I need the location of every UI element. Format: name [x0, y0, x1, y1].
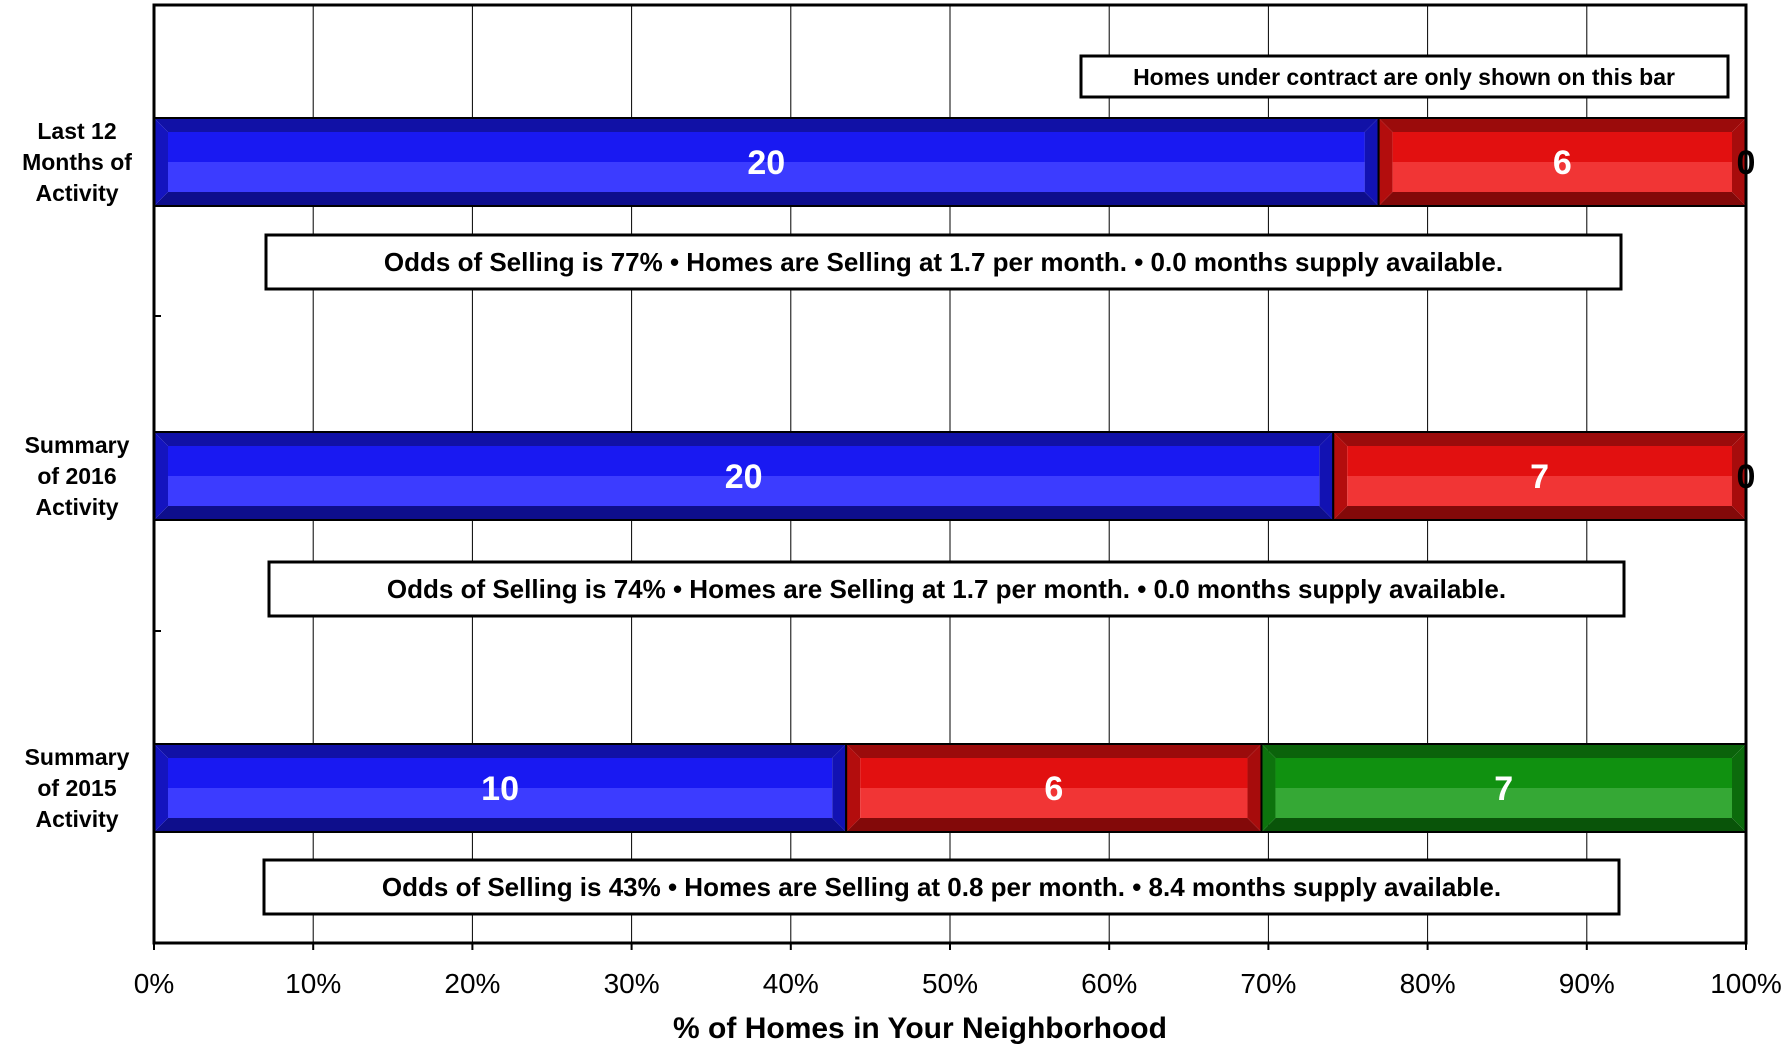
bar-face-bottom — [168, 788, 833, 818]
category-label-line: Last 12 — [37, 118, 116, 144]
bar-bevel-left — [1378, 118, 1393, 206]
bar-bevel-left — [1261, 744, 1276, 832]
annotations: Odds of Selling is 77% • Homes are Selli… — [262, 233, 1626, 916]
bar-segment: 7 — [1260, 743, 1747, 833]
bar-bevel-right — [1732, 744, 1746, 832]
bar-value-label: 10 — [481, 770, 519, 808]
bar-bevel-bottom — [1261, 818, 1746, 832]
x-tick-label: 70% — [1240, 968, 1296, 999]
bar-value-label: 7 — [1530, 458, 1549, 496]
bar-value-label: 20 — [747, 144, 785, 182]
bar-face-bottom — [1347, 476, 1732, 506]
bar-bevel-bottom — [1333, 506, 1746, 520]
annotation-text: Odds of Selling is 43% • Homes are Selli… — [382, 872, 1501, 902]
annotation-box — [267, 560, 1626, 618]
annotation-text: Odds of Selling is 77% • Homes are Selli… — [384, 247, 1503, 277]
odds-annotation: Odds of Selling is 77% • Homes are Selli… — [264, 233, 1623, 291]
bar-face-top — [1392, 132, 1732, 162]
bar-bevel-left — [154, 432, 168, 520]
x-tick-label: 20% — [444, 968, 500, 999]
bar-face-top — [168, 446, 1320, 476]
category-labels: Last 12 Months of Activity Summary of 2016 Ac… — [22, 118, 132, 832]
annotation-text: Odds of Selling is 74% • Homes are Selli… — [387, 574, 1506, 604]
x-tick-label: 0% — [134, 968, 174, 999]
bar-segment: 20 — [153, 117, 1380, 207]
x-axis-title: % of Homes in Your Neighborhood — [673, 1012, 1167, 1045]
x-tick-label: 90% — [1559, 968, 1615, 999]
bar-face-bottom — [860, 788, 1248, 818]
note-text: Homes under contract are only shown on t… — [1133, 64, 1675, 90]
category-label-line: Activity — [35, 494, 118, 520]
odds-annotation: Odds of Selling is 43% • Homes are Selli… — [262, 858, 1621, 916]
bar-face-bottom — [168, 476, 1320, 506]
bar-face-top — [168, 758, 833, 788]
bar-bevel-right — [1319, 432, 1334, 520]
bar-face-bottom — [1275, 788, 1732, 818]
bar-bevel-bottom — [154, 192, 1379, 206]
bar-segment: 6 — [1377, 117, 1747, 207]
bars: 20 6 020 7 010 6 7 — [153, 117, 1755, 833]
category-label-line: Summary — [25, 744, 130, 770]
bar-bevel-right — [1732, 118, 1746, 206]
x-tick-label: 60% — [1081, 968, 1137, 999]
bar-bevel-top — [1261, 744, 1746, 758]
bar-face-top — [168, 132, 1365, 162]
x-tick-label: 30% — [604, 968, 660, 999]
annotation-box — [264, 233, 1623, 291]
bar-face-top — [1275, 758, 1732, 788]
bar-bevel-right — [1247, 744, 1262, 832]
bar-bevel-right — [1364, 118, 1379, 206]
bar-bevel-bottom — [154, 818, 847, 832]
category-label-line: Summary — [25, 432, 130, 458]
bar-bevel-right — [832, 744, 847, 832]
bar-bevel-top — [154, 744, 847, 758]
bar-face-bottom — [168, 162, 1365, 192]
annotation-box — [262, 858, 1621, 916]
bar-bevel-top — [154, 432, 1334, 446]
category-label-line: Months of — [22, 149, 132, 175]
bar-value-label: 20 — [725, 458, 763, 496]
bar-value-label: 7 — [1494, 770, 1513, 808]
bar-bevel-right — [1732, 432, 1746, 520]
x-tick-label: 10% — [285, 968, 341, 999]
category-label-line: of 2016 — [37, 463, 116, 489]
bar-face-top — [860, 758, 1248, 788]
bar-segment: 6 — [845, 743, 1263, 833]
bar-bevel-top — [154, 118, 1379, 132]
bar-bevel-bottom — [1378, 192, 1746, 206]
x-tick-labels: 0% 10% 20% 30% 40% 50% 60% 70% 80% 90% 100% — [134, 968, 1782, 999]
bar-bevel-top — [1333, 432, 1746, 446]
bar-bevel-left — [1333, 432, 1348, 520]
bar-segment: 20 — [153, 431, 1335, 521]
x-tick-label: 100% — [1710, 968, 1782, 999]
x-tick-label: 50% — [922, 968, 978, 999]
note-box — [1079, 54, 1730, 99]
bar-face-bottom — [1392, 162, 1732, 192]
bar-bevel-left — [846, 744, 861, 832]
note: Homes under contract are only shown on t… — [1079, 54, 1730, 99]
bar-value-label: 6 — [1044, 770, 1063, 808]
bar-bevel-top — [846, 744, 1262, 758]
bar-bevel-left — [154, 118, 168, 206]
odds-annotation: Odds of Selling is 74% • Homes are Selli… — [267, 560, 1626, 618]
category-label-line: of 2015 — [37, 775, 116, 801]
bar-face-top — [1347, 446, 1732, 476]
bar-value-label: 6 — [1553, 144, 1572, 182]
category-label-line: Activity — [35, 806, 118, 832]
bar-segment: 10 — [153, 743, 848, 833]
bar-bevel-bottom — [846, 818, 1262, 832]
x-tick-label: 80% — [1400, 968, 1456, 999]
bar-bevel-top — [1378, 118, 1746, 132]
bar-bevel-left — [154, 744, 168, 832]
bar-segment: 7 — [1332, 431, 1748, 521]
plot-frame — [152, 3, 1748, 945]
bar-bevel-bottom — [154, 506, 1334, 520]
category-label-line: Activity — [35, 180, 118, 206]
x-tick-label: 40% — [763, 968, 819, 999]
